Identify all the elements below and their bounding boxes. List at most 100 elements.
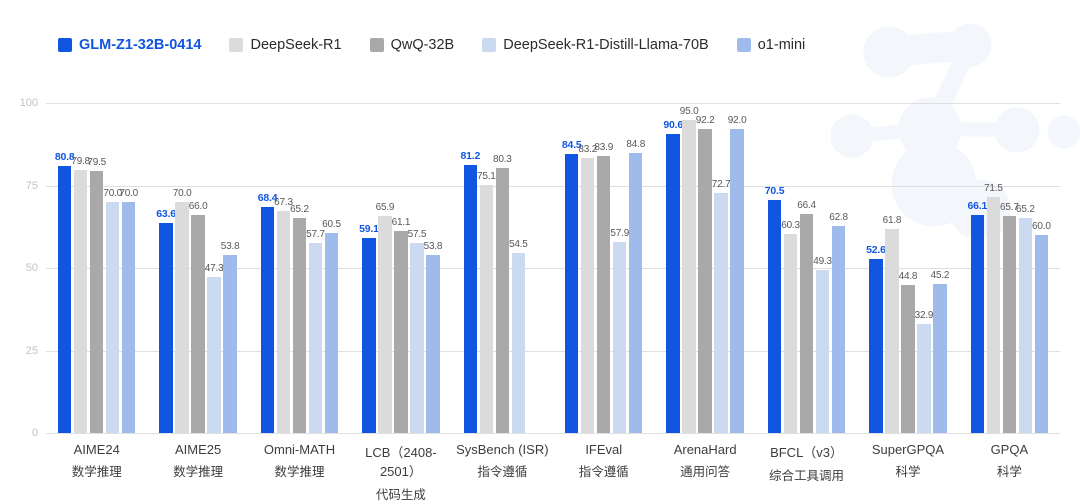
bar-value-label: 62.8	[829, 211, 848, 223]
legend-item-glm-z1-32b-0414: GLM-Z1-32B-0414	[58, 37, 201, 53]
bar-value-label: 83.2	[578, 144, 598, 156]
legend-label: QwQ-32B	[390, 37, 455, 53]
category-label: SysBench (ISR)	[456, 442, 549, 457]
category-sublabel: 科学	[996, 465, 1022, 479]
bar-o1-mini-lcb（2408-2501）: 53.8	[424, 241, 442, 433]
bar-value-label: 61.8	[882, 215, 902, 227]
category-arenahard: ArenaHard 通用问答	[654, 442, 755, 503]
category-label: ArenaHard	[673, 442, 737, 457]
y-axis-tick-label-75: 75	[25, 179, 38, 192]
bar-qwq-32b-sysbench (isr): 80.3	[493, 154, 512, 433]
bar-group-aime25: 63.6 70.0 66.0 47.3 53.8	[147, 103, 248, 433]
bar-group-lcb（2408-2501）: 59.1 65.9 61.1 57.5 53.8	[350, 103, 451, 433]
bar-deepseek-r1-distill-llama-70b-sysbench (isr): 54.5	[509, 239, 528, 433]
category-supergpqa: SuperGPQA 科学	[857, 442, 958, 503]
bar-value-label: 92.2	[695, 114, 715, 126]
bar-deepseek-r1-distill-llama-70b-lcb（2408-2501）: 57.5	[408, 229, 426, 433]
bar-group-supergpqa: 52.6 61.8 44.8 32.9 45.2	[857, 103, 958, 433]
bar-value-label: 81.2	[460, 150, 481, 163]
bar-o1-mini-arenahard: 92.0	[728, 115, 747, 433]
bar-qwq-32b-gpqa: 65.7	[1000, 202, 1019, 433]
legend-label: GLM-Z1-32B-0414	[79, 37, 202, 53]
bar-value-label: 67.3	[274, 196, 293, 208]
bar-qwq-32b-arenahard: 92.2	[696, 115, 715, 433]
category-sysbench (isr): SysBench (ISR) 指令遵循	[452, 442, 553, 503]
bar-groups: 80.8 79.8 79.5 70.0 70.0 63.6 70.0 66.0 47.3 53.8…	[46, 103, 1060, 433]
bar-deepseek-r1-lcb（2408-2501）: 65.9	[376, 202, 394, 433]
category-sublabel: 通用问答	[680, 465, 731, 479]
bar-value-label: 83.9	[594, 142, 614, 154]
legend-item-qwq-32b: QwQ-32B	[369, 37, 455, 53]
bar-glm-z1-32b-0414-aime25: 63.6	[156, 208, 176, 433]
bar-qwq-32b-bfcl（v3）: 66.4	[797, 200, 816, 433]
legend-swatch-icon	[736, 38, 751, 52]
category-label: Omni-MATH	[263, 442, 336, 457]
bar-qwq-32b-aime24: 79.5	[87, 157, 106, 433]
bar-glm-z1-32b-0414-omni-math: 68.4	[258, 192, 278, 433]
category-sublabel: 指令遵循	[578, 465, 629, 479]
bar-group-gpqa: 66.1 71.5 65.7 65.2 60.0	[959, 103, 1060, 433]
legend-item-deepseek-r1: DeepSeek-R1	[229, 37, 342, 53]
bar-value-label: 57.9	[610, 227, 630, 239]
x-axis-category-labels: AIME24 数学推理 AIME25 数学推理 Omni-MATH 数学推理 LCB（240…	[46, 442, 1060, 503]
bar-glm-z1-32b-0414-arenahard: 90.6	[663, 119, 683, 433]
bar-value-label: 92.0	[727, 115, 747, 127]
gridline-100	[46, 103, 1060, 104]
bar-deepseek-r1-omni-math: 67.3	[274, 197, 293, 433]
bar-value-label: 65.9	[375, 201, 395, 213]
category-sublabel: 指令遵循	[477, 465, 528, 479]
bar-value-label: 72.7	[711, 179, 731, 191]
category-sublabel: 数学推理	[173, 465, 224, 479]
bar-deepseek-r1-sysbench (isr): 75.1	[477, 171, 496, 433]
bar-deepseek-r1-distill-llama-70b-omni-math: 57.7	[306, 229, 325, 433]
bar-o1-mini-omni-math: 60.5	[322, 219, 341, 433]
bar-value-label: 60.3	[781, 220, 800, 232]
bar-value-label: 54.5	[508, 239, 528, 251]
legend-label: DeepSeek-R1	[250, 37, 342, 53]
legend-item-o1-mini: o1-mini	[736, 37, 805, 53]
bar-value-label: 70.0	[172, 188, 192, 199]
plot-area: 80.8 79.8 79.5 70.0 70.0 63.6 70.0 66.0 47.3 53.8…	[46, 103, 1060, 434]
bar-value-label: 80.8	[54, 151, 75, 164]
bar-o1-mini-supergpqa: 45.2	[931, 270, 949, 433]
bar-value-label: 71.5	[984, 183, 1003, 195]
bar-value-label: 66.4	[797, 199, 816, 211]
bar-value-label: 47.3	[204, 262, 224, 274]
bar-deepseek-r1-bfcl（v3）: 60.3	[781, 220, 800, 433]
bar-qwq-32b-ifeval: 83.9	[594, 142, 613, 433]
category-label: BFCL（v3）	[770, 445, 844, 460]
gridline-25	[46, 350, 1060, 352]
bar-deepseek-r1-aime24: 79.8	[71, 156, 90, 433]
bar-value-label: 53.8	[423, 241, 443, 253]
y-axis-tick-label-0: 0	[31, 427, 38, 439]
legend-swatch-icon	[229, 38, 244, 52]
category-ifeval: IFEval 指令遵循	[553, 442, 654, 503]
bar-glm-z1-32b-0414-lcb（2408-2501）: 59.1	[359, 223, 379, 433]
bar-group-bfcl（v3）: 70.5 60.3 66.4 49.3 62.8	[756, 103, 857, 433]
category-lcb（2408-2501）: LCB（2408-2501） 代码生成	[350, 442, 451, 503]
bar-deepseek-r1-distill-llama-70b-aime25: 47.3	[205, 263, 224, 433]
category-gpqa: GPQA 科学	[959, 442, 1060, 503]
category-label: IFEval	[585, 442, 623, 457]
bar-value-label: 65.7	[1000, 202, 1019, 214]
category-label: AIME25	[174, 442, 222, 457]
y-axis-tick-label-100: 100	[19, 97, 38, 109]
bar-o1-mini-bfcl（v3）: 62.8	[829, 212, 848, 433]
legend: GLM-Z1-32B-0414 DeepSeek-R1 QwQ-32B DeepSee…	[58, 37, 805, 53]
category-bfcl（v3）: BFCL（v3） 综合工具调用	[756, 442, 857, 503]
bar-value-label: 57.7	[306, 228, 325, 240]
y-axis-tick-label-50: 50	[25, 262, 38, 274]
category-sublabel: 科学	[895, 465, 921, 479]
bar-value-label: 66.1	[967, 199, 988, 212]
bar-o1-mini-ifeval: 84.8	[626, 139, 645, 433]
bar-value-label: 63.6	[156, 208, 176, 221]
bar-value-label: 79.5	[87, 156, 107, 168]
bar-deepseek-r1-arenahard: 95.0	[680, 106, 699, 433]
category-label: AIME24	[73, 442, 120, 457]
bar-deepseek-r1-distill-llama-70b-ifeval: 57.9	[610, 228, 629, 433]
legend-swatch-icon	[369, 38, 384, 52]
bar-group-ifeval: 84.5 83.2 83.9 57.9 84.8	[553, 103, 654, 433]
category-label: SuperGPQA	[871, 442, 945, 457]
bar-value-label: 49.3	[813, 256, 832, 268]
